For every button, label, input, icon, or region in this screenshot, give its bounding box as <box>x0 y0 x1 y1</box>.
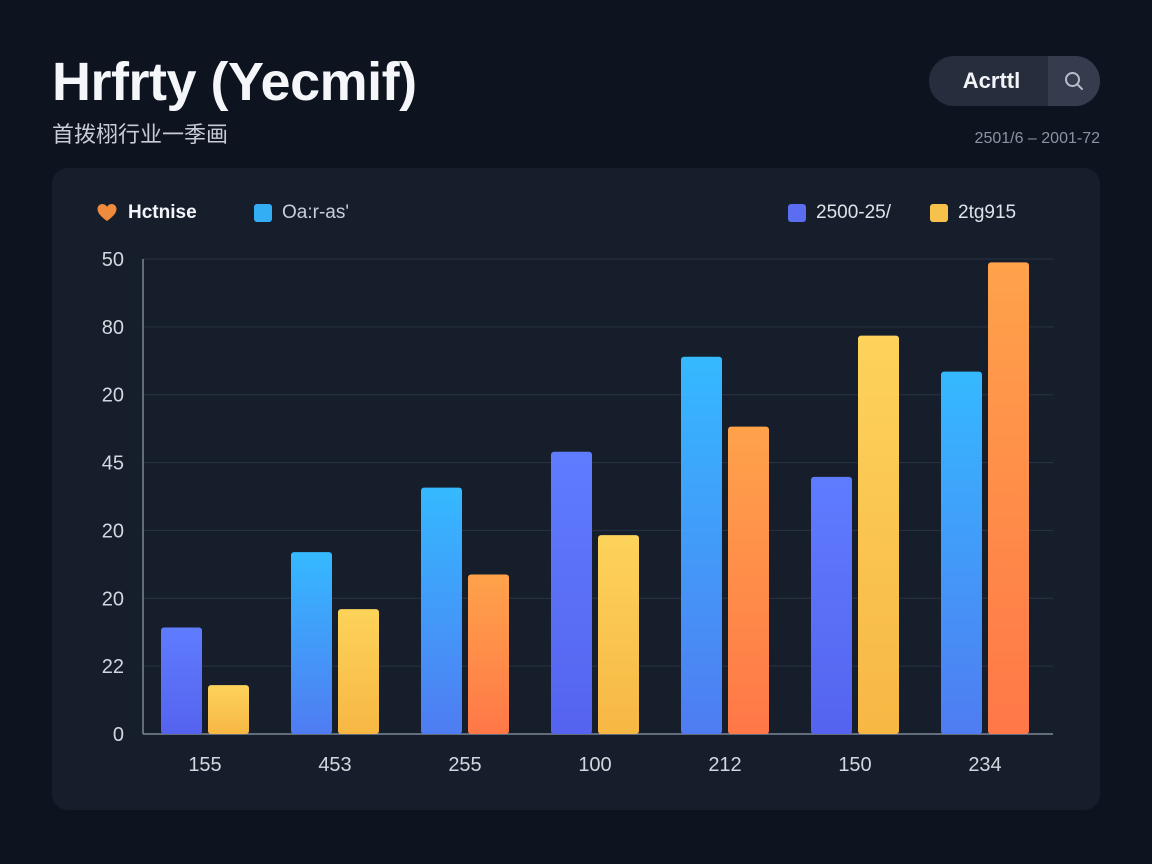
page-subtitle: 首拨栩行业一季画 <box>52 122 229 147</box>
bar-234-2[interactable] <box>988 262 1029 734</box>
bar-453-1[interactable] <box>291 552 332 734</box>
axis-labels: 0 22 20 20 45 20 80 50 155 453 255 100 212 150 234 <box>102 249 1002 776</box>
bar-150-1[interactable] <box>811 476 852 734</box>
action-label: Acrttl <box>962 68 1021 93</box>
y-tick-label: 20 <box>102 520 124 542</box>
legend-label: 2tg915 <box>958 202 1017 223</box>
heart-icon <box>96 202 118 224</box>
x-tick-label: 212 <box>708 754 741 776</box>
legend-swatch <box>930 204 948 222</box>
bars <box>161 262 1029 734</box>
x-tick-label: 100 <box>578 754 611 776</box>
x-tick-label: 453 <box>318 754 351 776</box>
bar-212-2[interactable] <box>728 426 769 734</box>
x-tick-label: 155 <box>188 754 221 776</box>
bar-155-1[interactable] <box>161 627 202 734</box>
bar-234-1[interactable] <box>941 371 982 734</box>
bar-212-1[interactable] <box>681 356 722 734</box>
y-tick-label: 20 <box>102 588 124 610</box>
legend-swatch <box>788 204 806 222</box>
bar-155-2[interactable] <box>208 685 249 734</box>
bar-100-1[interactable] <box>551 451 592 734</box>
bar-453-2[interactable] <box>338 609 379 734</box>
x-tick-label: 150 <box>838 754 871 776</box>
legend-label: 2500-25/ <box>816 202 892 223</box>
x-tick-label: 255 <box>448 754 481 776</box>
bar-150-2[interactable] <box>858 335 899 734</box>
legend-item-hctnise[interactable]: Hctnise <box>96 200 197 226</box>
search-action-button[interactable]: Acrttl <box>929 56 1100 106</box>
date-range: 2501/6 – 2001-72 <box>974 130 1100 147</box>
y-tick-label: 20 <box>102 385 124 407</box>
search-icon[interactable] <box>1048 56 1100 106</box>
legend-swatch <box>254 204 272 222</box>
y-tick-label: 45 <box>102 453 124 475</box>
bar-100-2[interactable] <box>598 535 639 734</box>
page-title: Hrfrty (Yecmif) <box>52 52 417 112</box>
legend-label: Hctnise <box>128 202 197 223</box>
y-tick-label: 22 <box>102 656 124 678</box>
legend-item-oa-r-as[interactable]: Oa:r-as' <box>254 200 349 226</box>
x-tick-label: 234 <box>968 754 1001 776</box>
y-tick-label: 50 <box>102 249 124 271</box>
y-tick-label: 80 <box>102 317 124 339</box>
legend-item-2tg915[interactable]: 2tg915 <box>930 200 1016 226</box>
legend-item-2500-25[interactable]: 2500-25/ <box>788 200 891 226</box>
y-tick-label: 0 <box>113 724 124 746</box>
legend-label: Oa:r-as' <box>282 202 349 223</box>
bar-255-2[interactable] <box>468 574 509 734</box>
bar-255-1[interactable] <box>421 487 462 734</box>
